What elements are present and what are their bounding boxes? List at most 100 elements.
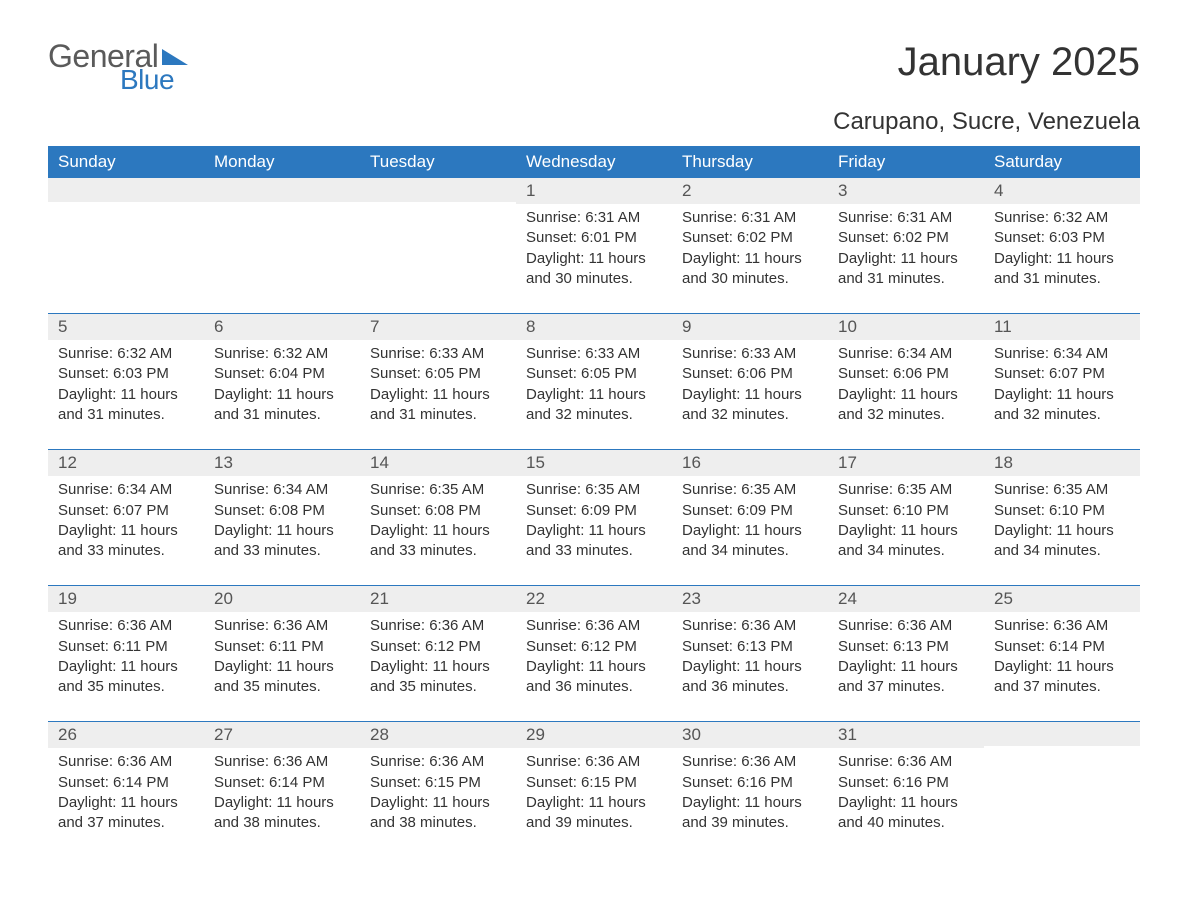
day-number (48, 178, 204, 202)
day-cell-body: Sunrise: 6:36 AMSunset: 6:16 PMDaylight:… (828, 748, 984, 857)
day-cell-number (204, 178, 360, 204)
day-header: Wednesday (516, 146, 672, 178)
day-header: Sunday (48, 146, 204, 178)
day-body (984, 748, 1140, 838)
day-number: 17 (828, 450, 984, 476)
day-header: Saturday (984, 146, 1140, 178)
logo-triangle-icon (162, 49, 188, 65)
day-body: Sunrise: 6:33 AMSunset: 6:05 PMDaylight:… (360, 340, 516, 449)
calendar-tbody: 1234Sunrise: 6:31 AMSunset: 6:01 PMDayli… (48, 178, 1140, 857)
day-cell-body: Sunrise: 6:36 AMSunset: 6:12 PMDaylight:… (360, 612, 516, 722)
day-cell-number: 9 (672, 314, 828, 341)
month-title: January 2025 (898, 40, 1140, 85)
day-body: Sunrise: 6:36 AMSunset: 6:15 PMDaylight:… (360, 748, 516, 857)
logo-word-blue: Blue (120, 66, 188, 94)
day-number (204, 178, 360, 202)
week-daynum-row: 567891011 (48, 314, 1140, 341)
day-number: 3 (828, 178, 984, 204)
day-cell-body: Sunrise: 6:35 AMSunset: 6:09 PMDaylight:… (672, 476, 828, 586)
day-body (360, 204, 516, 294)
day-cell-number: 16 (672, 450, 828, 477)
day-body: Sunrise: 6:34 AMSunset: 6:07 PMDaylight:… (48, 476, 204, 585)
day-cell-body: Sunrise: 6:36 AMSunset: 6:15 PMDaylight:… (360, 748, 516, 857)
day-header: Tuesday (360, 146, 516, 178)
day-body: Sunrise: 6:33 AMSunset: 6:06 PMDaylight:… (672, 340, 828, 449)
day-cell-number: 22 (516, 586, 672, 613)
day-body: Sunrise: 6:36 AMSunset: 6:12 PMDaylight:… (360, 612, 516, 721)
day-body: Sunrise: 6:36 AMSunset: 6:14 PMDaylight:… (204, 748, 360, 857)
day-cell-body: Sunrise: 6:36 AMSunset: 6:14 PMDaylight:… (984, 612, 1140, 722)
day-cell-body: Sunrise: 6:32 AMSunset: 6:03 PMDaylight:… (984, 204, 1140, 314)
day-cell-body: Sunrise: 6:32 AMSunset: 6:03 PMDaylight:… (48, 340, 204, 450)
day-number: 7 (360, 314, 516, 340)
day-cell-body: Sunrise: 6:33 AMSunset: 6:05 PMDaylight:… (516, 340, 672, 450)
day-body: Sunrise: 6:34 AMSunset: 6:07 PMDaylight:… (984, 340, 1140, 449)
day-cell-body: Sunrise: 6:35 AMSunset: 6:10 PMDaylight:… (984, 476, 1140, 586)
day-number: 4 (984, 178, 1140, 204)
day-number: 22 (516, 586, 672, 612)
day-body: Sunrise: 6:36 AMSunset: 6:16 PMDaylight:… (828, 748, 984, 857)
week-body-row: Sunrise: 6:31 AMSunset: 6:01 PMDaylight:… (48, 204, 1140, 314)
day-cell-body: Sunrise: 6:33 AMSunset: 6:06 PMDaylight:… (672, 340, 828, 450)
day-cell-number (984, 722, 1140, 749)
day-cell-body: Sunrise: 6:36 AMSunset: 6:12 PMDaylight:… (516, 612, 672, 722)
week-daynum-row: 19202122232425 (48, 586, 1140, 613)
day-body: Sunrise: 6:35 AMSunset: 6:10 PMDaylight:… (828, 476, 984, 585)
day-number (984, 722, 1140, 746)
day-cell-body: Sunrise: 6:36 AMSunset: 6:14 PMDaylight:… (204, 748, 360, 857)
day-number: 31 (828, 722, 984, 748)
day-body: Sunrise: 6:36 AMSunset: 6:11 PMDaylight:… (48, 612, 204, 721)
day-cell-body: Sunrise: 6:36 AMSunset: 6:16 PMDaylight:… (672, 748, 828, 857)
day-body: Sunrise: 6:33 AMSunset: 6:05 PMDaylight:… (516, 340, 672, 449)
week-body-row: Sunrise: 6:32 AMSunset: 6:03 PMDaylight:… (48, 340, 1140, 450)
logo: General Blue (48, 40, 188, 94)
day-number: 13 (204, 450, 360, 476)
day-number: 5 (48, 314, 204, 340)
day-body: Sunrise: 6:34 AMSunset: 6:06 PMDaylight:… (828, 340, 984, 449)
week-body-row: Sunrise: 6:34 AMSunset: 6:07 PMDaylight:… (48, 476, 1140, 586)
day-body: Sunrise: 6:31 AMSunset: 6:02 PMDaylight:… (672, 204, 828, 313)
day-number: 10 (828, 314, 984, 340)
day-cell-number: 11 (984, 314, 1140, 341)
day-cell-number: 28 (360, 722, 516, 749)
day-cell-body: Sunrise: 6:31 AMSunset: 6:01 PMDaylight:… (516, 204, 672, 314)
day-number: 23 (672, 586, 828, 612)
day-cell-number: 24 (828, 586, 984, 613)
day-cell-number (360, 178, 516, 204)
day-cell-number: 30 (672, 722, 828, 749)
day-body: Sunrise: 6:36 AMSunset: 6:16 PMDaylight:… (672, 748, 828, 857)
week-daynum-row: 262728293031 (48, 722, 1140, 749)
day-body (204, 204, 360, 294)
day-cell-number: 10 (828, 314, 984, 341)
title-block: January 2025 (898, 40, 1140, 85)
day-cell-number: 25 (984, 586, 1140, 613)
day-cell-number: 3 (828, 178, 984, 204)
day-cell-body (360, 204, 516, 314)
day-cell-body (48, 204, 204, 314)
day-cell-number: 13 (204, 450, 360, 477)
day-cell-body: Sunrise: 6:36 AMSunset: 6:11 PMDaylight:… (48, 612, 204, 722)
day-cell-number: 21 (360, 586, 516, 613)
day-number: 18 (984, 450, 1140, 476)
day-cell-body: Sunrise: 6:36 AMSunset: 6:15 PMDaylight:… (516, 748, 672, 857)
day-cell-number: 31 (828, 722, 984, 749)
day-cell-number: 19 (48, 586, 204, 613)
day-body: Sunrise: 6:36 AMSunset: 6:15 PMDaylight:… (516, 748, 672, 857)
day-body: Sunrise: 6:31 AMSunset: 6:01 PMDaylight:… (516, 204, 672, 313)
week-daynum-row: 1234 (48, 178, 1140, 204)
day-body: Sunrise: 6:32 AMSunset: 6:04 PMDaylight:… (204, 340, 360, 449)
day-number: 2 (672, 178, 828, 204)
day-header: Friday (828, 146, 984, 178)
day-cell-body: Sunrise: 6:31 AMSunset: 6:02 PMDaylight:… (672, 204, 828, 314)
day-cell-body: Sunrise: 6:34 AMSunset: 6:06 PMDaylight:… (828, 340, 984, 450)
day-number: 29 (516, 722, 672, 748)
day-cell-number (48, 178, 204, 204)
day-cell-number: 7 (360, 314, 516, 341)
calendar-page: General Blue January 2025 Carupano, Sucr… (0, 0, 1188, 889)
day-cell-body: Sunrise: 6:34 AMSunset: 6:07 PMDaylight:… (984, 340, 1140, 450)
day-cell-body (984, 748, 1140, 857)
day-body: Sunrise: 6:31 AMSunset: 6:02 PMDaylight:… (828, 204, 984, 313)
day-number: 28 (360, 722, 516, 748)
day-number: 16 (672, 450, 828, 476)
day-number: 25 (984, 586, 1140, 612)
